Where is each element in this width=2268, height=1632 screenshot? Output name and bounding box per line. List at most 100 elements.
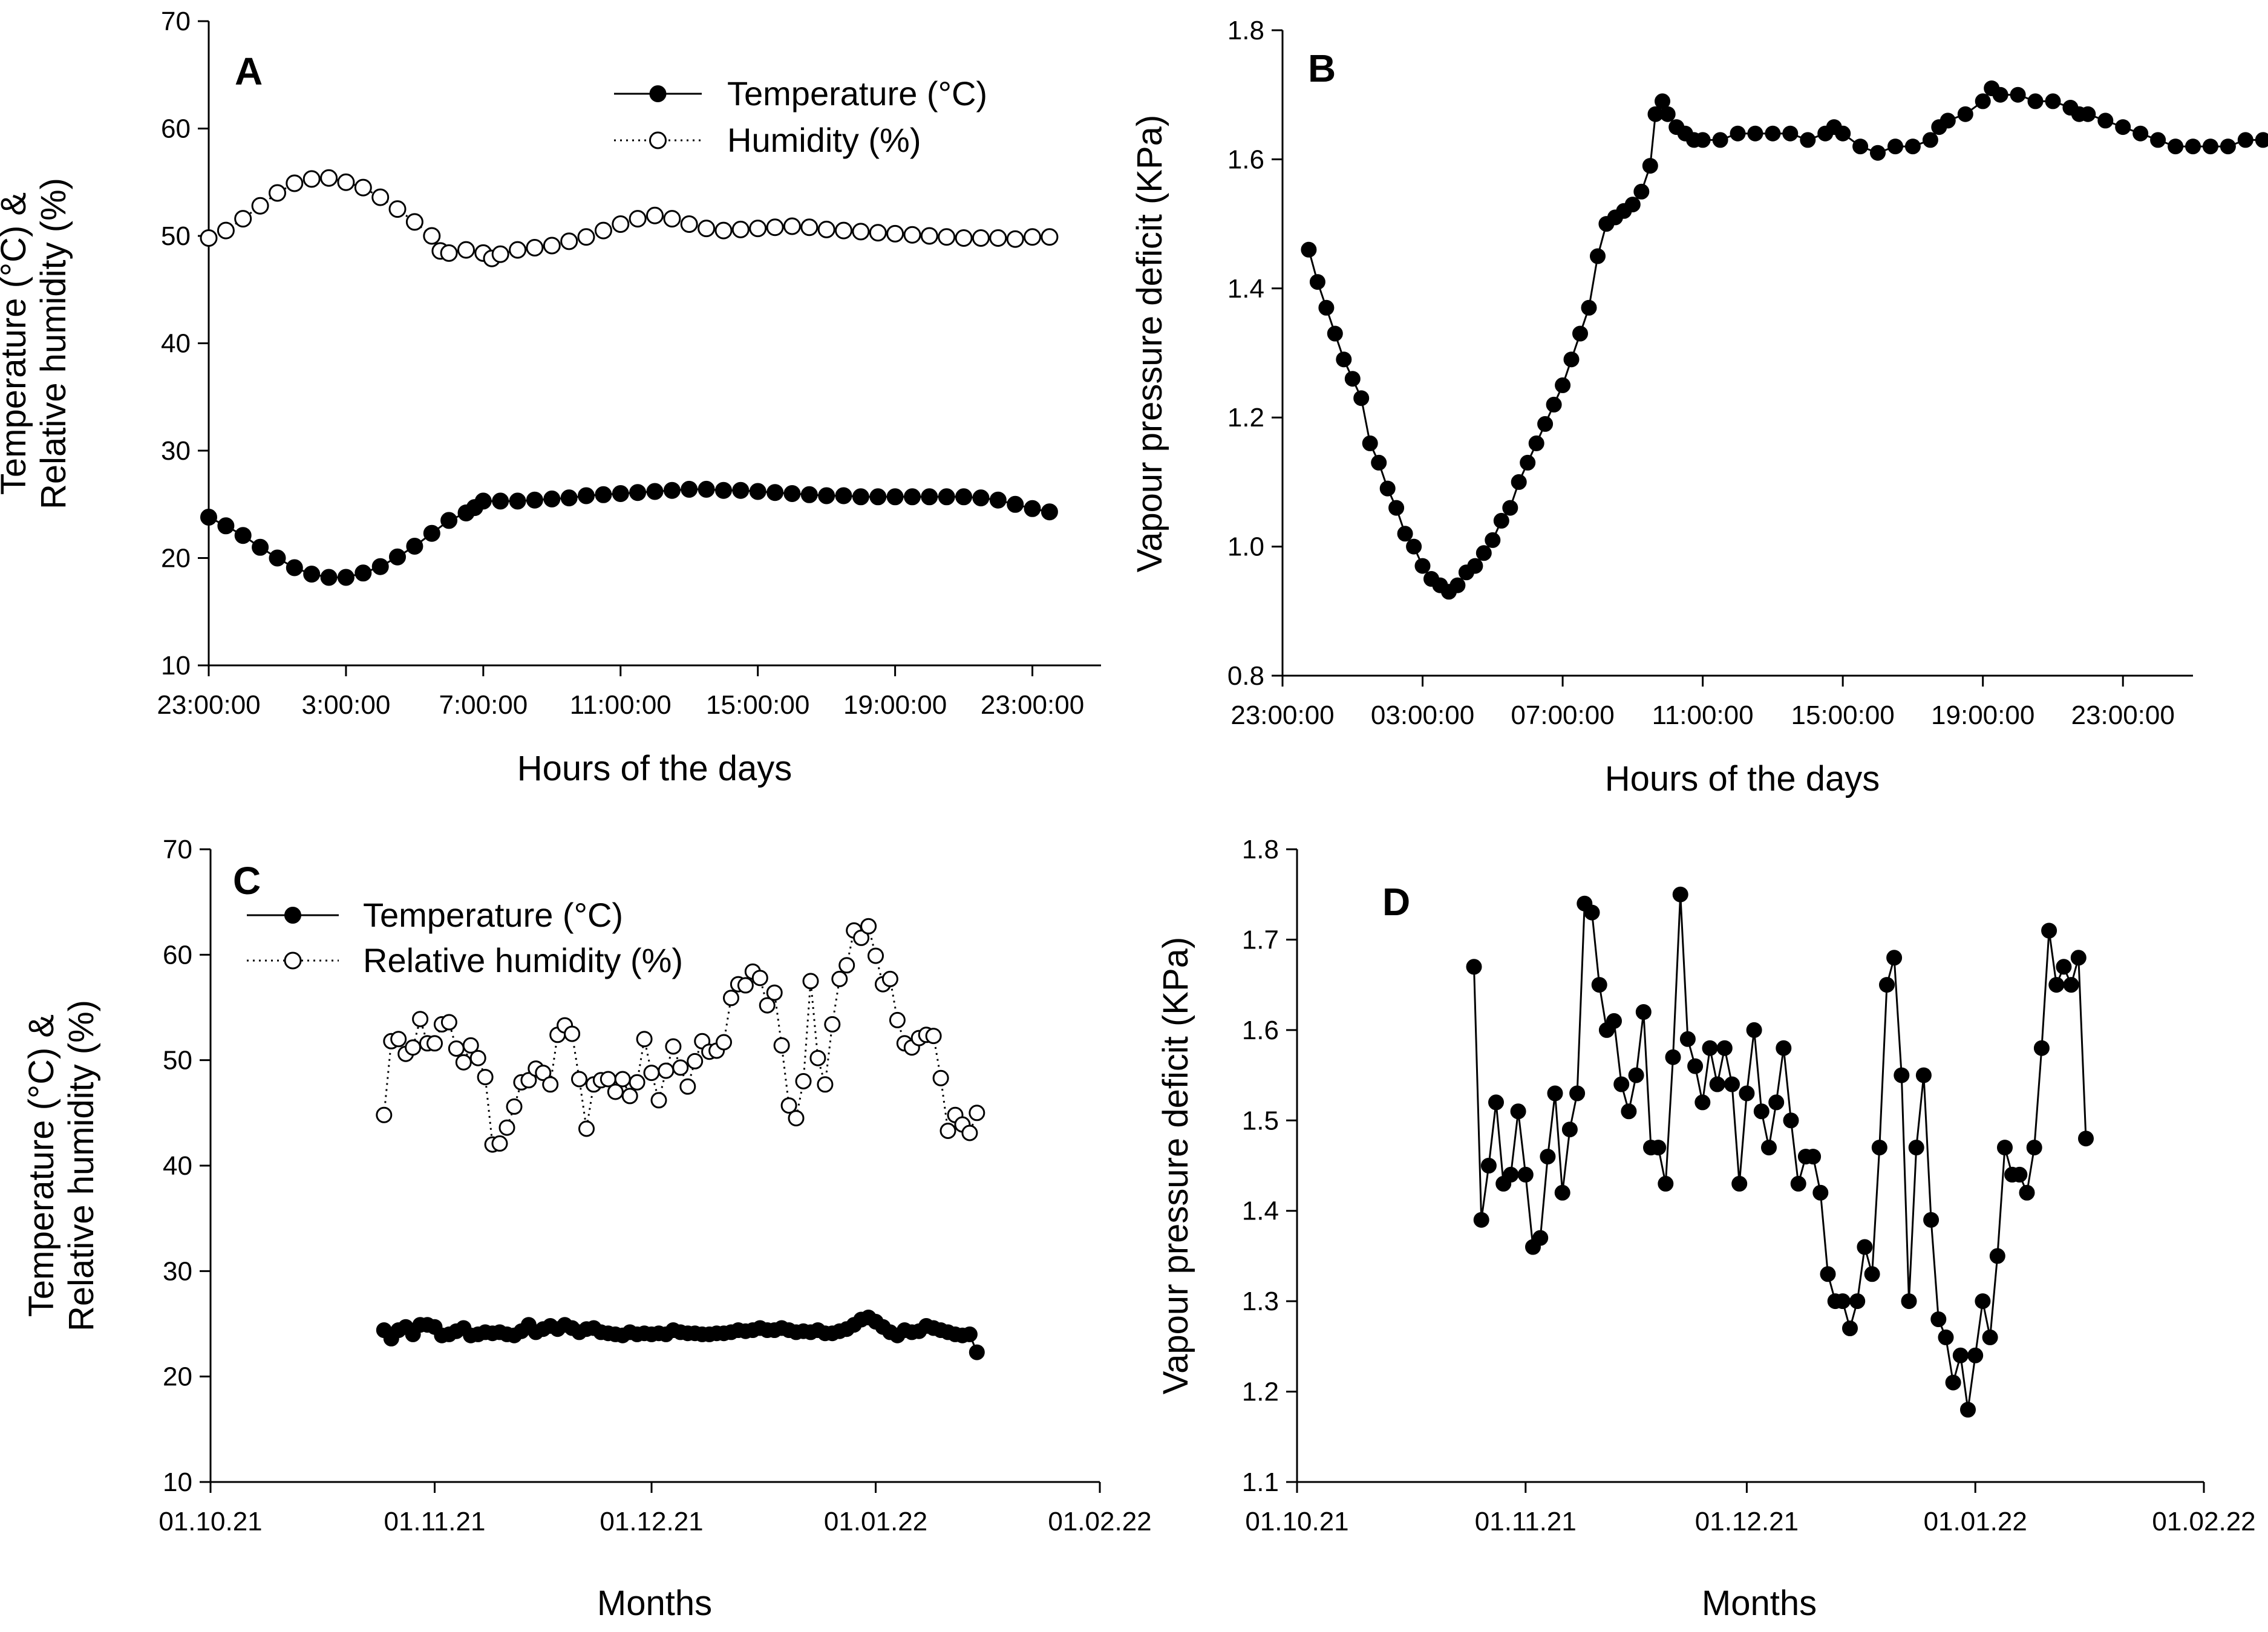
panel-b-series-vpd-point — [1414, 558, 1431, 574]
panel-a-series-temperature-point — [715, 481, 732, 499]
panel-a-series-temperature-point — [526, 491, 543, 509]
panel-b-series-vpd-point — [1563, 351, 1580, 368]
panel-c-y-tick-label: 20 — [163, 1362, 192, 1392]
panel-b-series-vpd-point — [1476, 545, 1492, 561]
panel-a-series-temperature-point — [337, 569, 355, 586]
panel-a-series-humidity-point — [612, 215, 630, 233]
panel-d-series-vpd-point — [1466, 959, 1482, 975]
panel-a-x-tick-label: 23:00:00 — [157, 690, 260, 720]
panel-a-series-temperature-point — [955, 488, 973, 506]
panel-b-series-vpd-point — [1327, 325, 1343, 342]
panel-c-y-tick-label: 10 — [163, 1467, 192, 1497]
panel-a-series-humidity-point — [509, 241, 527, 259]
panel-a-y-axis-title: Temperature (°C) &Relative humidity (%) — [0, 178, 73, 509]
panel-c-series-humidity-point — [824, 1016, 841, 1033]
panel-b-series-vpd-point — [1493, 512, 1509, 529]
panel-a-series-temperature-point — [269, 549, 286, 567]
panel-b-x-tick-label: 23:00:00 — [1230, 700, 1334, 730]
panel-a-series-humidity-point — [903, 226, 921, 244]
panel-c-series-humidity-point — [426, 1035, 443, 1052]
panel-c-series-humidity-point — [621, 1088, 638, 1105]
panel-a-series-temperature-point — [886, 488, 904, 506]
panel-a-series-humidity-point — [440, 244, 458, 262]
panel-b-series-vpd-line — [1307, 86, 2268, 593]
panel-b-series-vpd-point — [1633, 183, 1650, 200]
panel-a-series-temperature-point — [852, 488, 869, 506]
panel-c-series-humidity-point — [491, 1135, 508, 1152]
panel-b-series-vpd-point — [1800, 132, 1816, 148]
panel-d-series-vpd-point — [1716, 1040, 1733, 1056]
panel-d-series-vpd-point — [1967, 1347, 1984, 1363]
panel-a-series-humidity-point — [800, 218, 819, 237]
panel-b-y-tick-label: 0.8 — [1227, 661, 1264, 691]
panel-b-series-vpd-point — [1379, 480, 1396, 497]
panel-a-series-humidity-point — [783, 217, 801, 235]
panel-d-series-vpd-point — [1480, 1158, 1497, 1173]
panel-d-series-vpd-point — [1812, 1184, 1829, 1201]
panel-c-series-humidity-point — [448, 1040, 465, 1057]
panel-a-series-temperature-point — [921, 488, 938, 506]
panel-b-y-tick-label: 1.8 — [1227, 16, 1264, 45]
panel-c-series-humidity-point — [477, 1069, 494, 1086]
panel-d-series-vpd-point — [1820, 1266, 1836, 1282]
panel-a-series-temperature-point — [972, 489, 990, 507]
panel-d-series-vpd-point — [1613, 1076, 1630, 1092]
panel-d-x-tick-label: 01.11.21 — [1475, 1507, 1577, 1536]
panel-a-series-temperature-point — [595, 486, 612, 503]
panel-c-x-tick-label: 01.02.22 — [1048, 1507, 1151, 1536]
panel-c-series-humidity-point — [687, 1053, 704, 1069]
panel-b-series-vpd-point — [2115, 119, 2131, 135]
panel-a-series-humidity-point — [217, 221, 235, 240]
panel-c-series-humidity-point — [643, 1065, 660, 1082]
panel-d-series-vpd-point — [1510, 1103, 1526, 1120]
panel-d-series-vpd-point — [1879, 977, 1895, 993]
panel-b-series-vpd-point — [1371, 454, 1387, 471]
panel-d-series-vpd-point — [1503, 1166, 1519, 1183]
panel-c-series-humidity-point — [614, 1071, 631, 1088]
panel-b-y-tick-label: 1.6 — [1227, 145, 1264, 174]
panel-a-series-temperature-point — [1007, 495, 1024, 513]
panel-a-letter: A — [235, 50, 263, 93]
panel-d-series-vpd-point — [2078, 1131, 2094, 1147]
panel-c-series-humidity-point — [535, 1065, 552, 1082]
panel-b-series-vpd-point — [2255, 132, 2268, 148]
panel-b-x-tick-label: 19:00:00 — [1931, 700, 2034, 730]
panel-a-series-humidity-point — [955, 229, 973, 247]
panel-c-series-humidity-point — [737, 977, 754, 994]
panel-c-series-humidity-point — [853, 929, 870, 946]
panel-a-series-humidity-point — [852, 223, 870, 241]
panel-d-series-vpd-point — [1790, 1175, 1806, 1192]
panel-a-series-temperature-point — [646, 483, 664, 500]
panel-a-legend-temperature-swatch-marker — [649, 85, 667, 102]
panel-c-series-temperature-point — [961, 1326, 978, 1342]
panel-b-series-vpd-point — [1581, 299, 1597, 316]
panel-a-series-temperature-point — [234, 527, 252, 544]
panel-c-series-humidity-point — [831, 970, 848, 987]
panel-a-series-temperature-point — [578, 487, 595, 504]
panel-d-series-vpd-point — [1665, 1049, 1681, 1065]
panel-d-series-vpd-point — [2063, 977, 2079, 993]
panel-a-series-humidity-point — [405, 213, 423, 231]
panel-a-series-temperature-point — [766, 484, 784, 501]
panel-a-series-humidity-point — [920, 227, 938, 245]
panel-b-series-vpd-point — [2010, 86, 2026, 103]
panel-c-series-humidity-point — [925, 1028, 942, 1045]
panel-a-series-temperature-point — [492, 492, 509, 510]
panel-a-series-humidity-point — [1024, 228, 1041, 246]
panel-b-series-vpd-point — [1835, 125, 1851, 142]
panel-d-series-vpd-point — [1658, 1175, 1674, 1192]
panel-a-x-tick-label: 15:00:00 — [706, 690, 809, 720]
panel-d-series-vpd-point — [2041, 922, 2057, 939]
panel-d-y-tick-label: 1.7 — [1242, 925, 1279, 955]
panel-a-legend-humidity-label: Humidity (%) — [727, 121, 921, 159]
panel-d-series-vpd-point — [1540, 1149, 1556, 1165]
panel-c-series-humidity-point — [969, 1105, 985, 1121]
panel-d-series-vpd-point — [1517, 1166, 1534, 1183]
panel-a-y-tick-label: 10 — [161, 651, 191, 681]
panel-d-series-vpd-point — [1650, 1140, 1667, 1156]
panel-c-x-tick-label: 01.12.21 — [600, 1507, 703, 1536]
panel-d-series-vpd-point — [1547, 1085, 1563, 1102]
panel-a-series-temperature-point — [252, 538, 269, 556]
panel-b-series-vpd-point — [1957, 106, 1973, 122]
panel-c-series-humidity-point — [751, 970, 768, 987]
